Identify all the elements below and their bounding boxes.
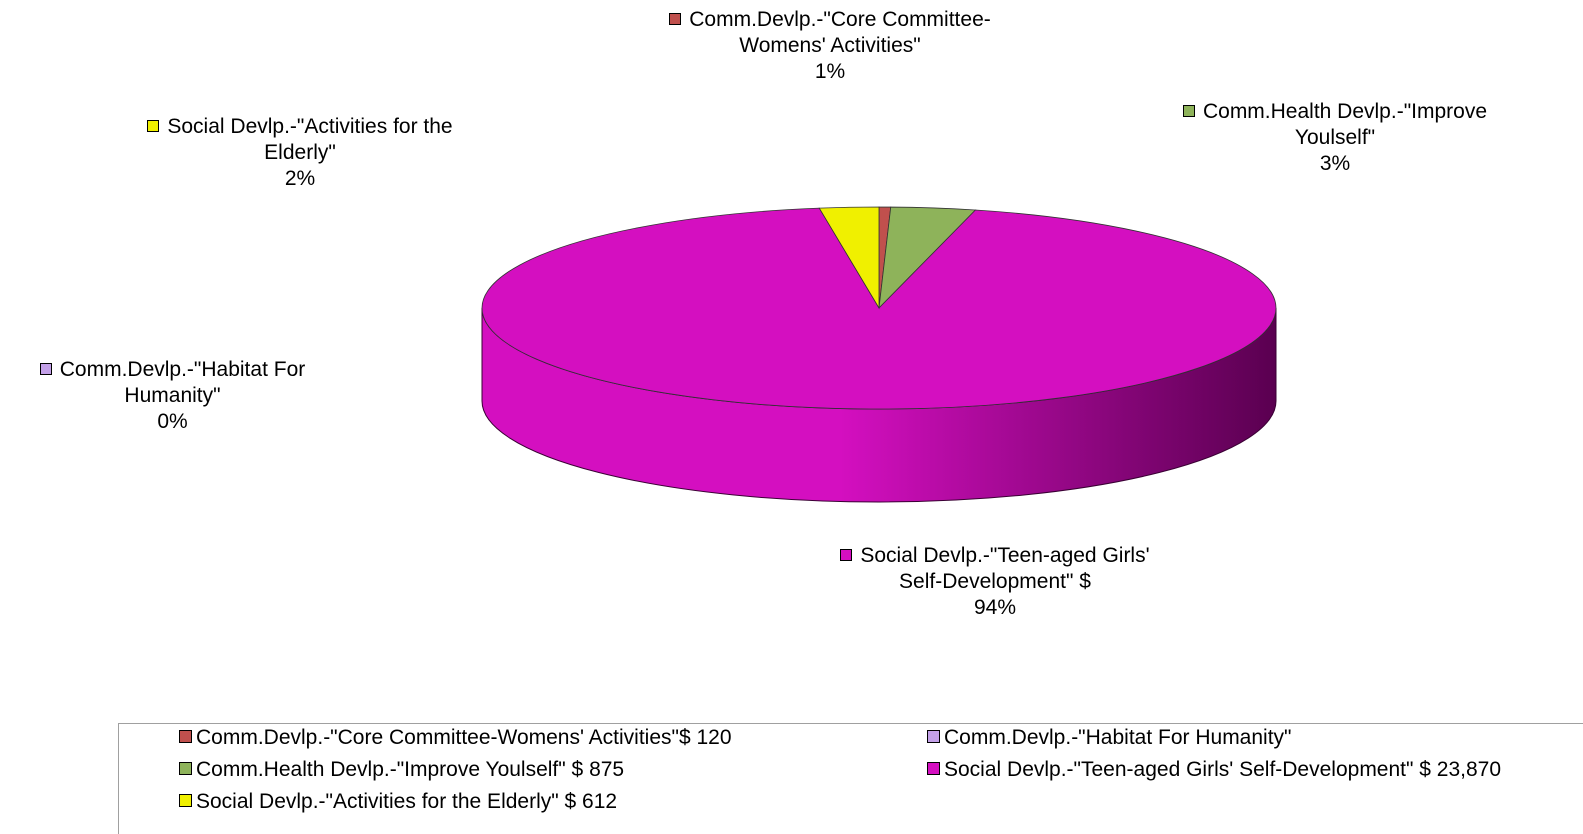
- legend-text-elderly: Social Devlp.-"Activities for the Elderl…: [196, 790, 618, 813]
- legend-text-teen-girls: Social Devlp.-"Teen-aged Girls' Self-Dev…: [944, 758, 1502, 781]
- label-teen-girls-line1: Social Devlp.-"Teen-aged Girls': [860, 544, 1150, 567]
- label-habitat-pct: 0%: [157, 410, 188, 433]
- legend-text-habitat: Comm.Devlp.-"Habitat For Humanity": [944, 726, 1292, 749]
- legend-swatch-habitat: [927, 730, 940, 743]
- data-label-habitat: Comm.Devlp.-"Habitat For Humanity" 0%: [5, 357, 340, 435]
- pie-slice-elderly: [818, 206, 880, 310]
- chart-legend: Comm.Devlp.-"Core Committee-Womens' Acti…: [118, 723, 1583, 834]
- data-label-improve-yourself: Comm.Health Devlp.-"Improve Youlself" 3%: [1135, 99, 1535, 177]
- swatch-core-committee: [669, 13, 682, 25]
- legend-item-teen-girls: Social Devlp.-"Teen-aged Girls' Self-Dev…: [927, 757, 1501, 783]
- legend-swatch-improve-yourself: [179, 762, 192, 775]
- data-label-teen-girls: Social Devlp.-"Teen-aged Girls' Self-Dev…: [785, 543, 1205, 621]
- label-habitat-line1: Comm.Devlp.-"Habitat For: [59, 358, 306, 381]
- swatch-improve-yourself: [1182, 105, 1195, 117]
- legend-item-habitat: Comm.Devlp.-"Habitat For Humanity": [927, 725, 1292, 751]
- label-core-committee-line1: Comm.Devlp.-"Core Committee-: [689, 8, 991, 31]
- label-habitat-line2: Humanity": [124, 384, 221, 407]
- label-teen-girls-pct: 94%: [973, 596, 1017, 619]
- legend-item-elderly: Social Devlp.-"Activities for the Elderl…: [179, 789, 617, 815]
- swatch-habitat: [39, 363, 52, 375]
- legend-swatch-teen-girls: [927, 762, 940, 775]
- label-elderly-line1: Social Devlp.-"Activities for the: [167, 115, 453, 138]
- label-improve-yourself-pct: 3%: [1319, 152, 1351, 175]
- legend-item-core-committee: Comm.Devlp.-"Core Committee-Womens' Acti…: [179, 725, 732, 751]
- label-elderly-pct: 2%: [284, 167, 316, 190]
- data-label-elderly: Social Devlp.-"Activities for the Elderl…: [100, 114, 500, 192]
- label-teen-girls-line2: Self-Development" $: [899, 570, 1091, 593]
- legend-text-core-committee: Comm.Devlp.-"Core Committee-Womens' Acti…: [196, 726, 732, 749]
- legend-item-improve-yourself: Comm.Health Devlp.-"Improve Youlself" $ …: [179, 757, 624, 783]
- legend-text-improve-yourself: Comm.Health Devlp.-"Improve Youlself" $ …: [196, 758, 625, 781]
- label-elderly-line2: Elderly": [264, 141, 336, 164]
- data-label-core-committee: Comm.Devlp.-"Core Committee- Womens' Act…: [620, 7, 1040, 85]
- label-core-committee-pct: 1%: [814, 60, 846, 83]
- label-core-committee-line2: Womens' Activities": [739, 34, 921, 57]
- swatch-elderly: [147, 120, 160, 132]
- legend-swatch-elderly: [179, 794, 192, 807]
- legend-swatch-core-committee: [179, 730, 192, 743]
- label-improve-yourself-line2: Youlself": [1294, 126, 1376, 149]
- label-improve-yourself-line1: Comm.Health Devlp.-"Improve: [1202, 100, 1488, 123]
- swatch-teen-girls: [840, 549, 853, 561]
